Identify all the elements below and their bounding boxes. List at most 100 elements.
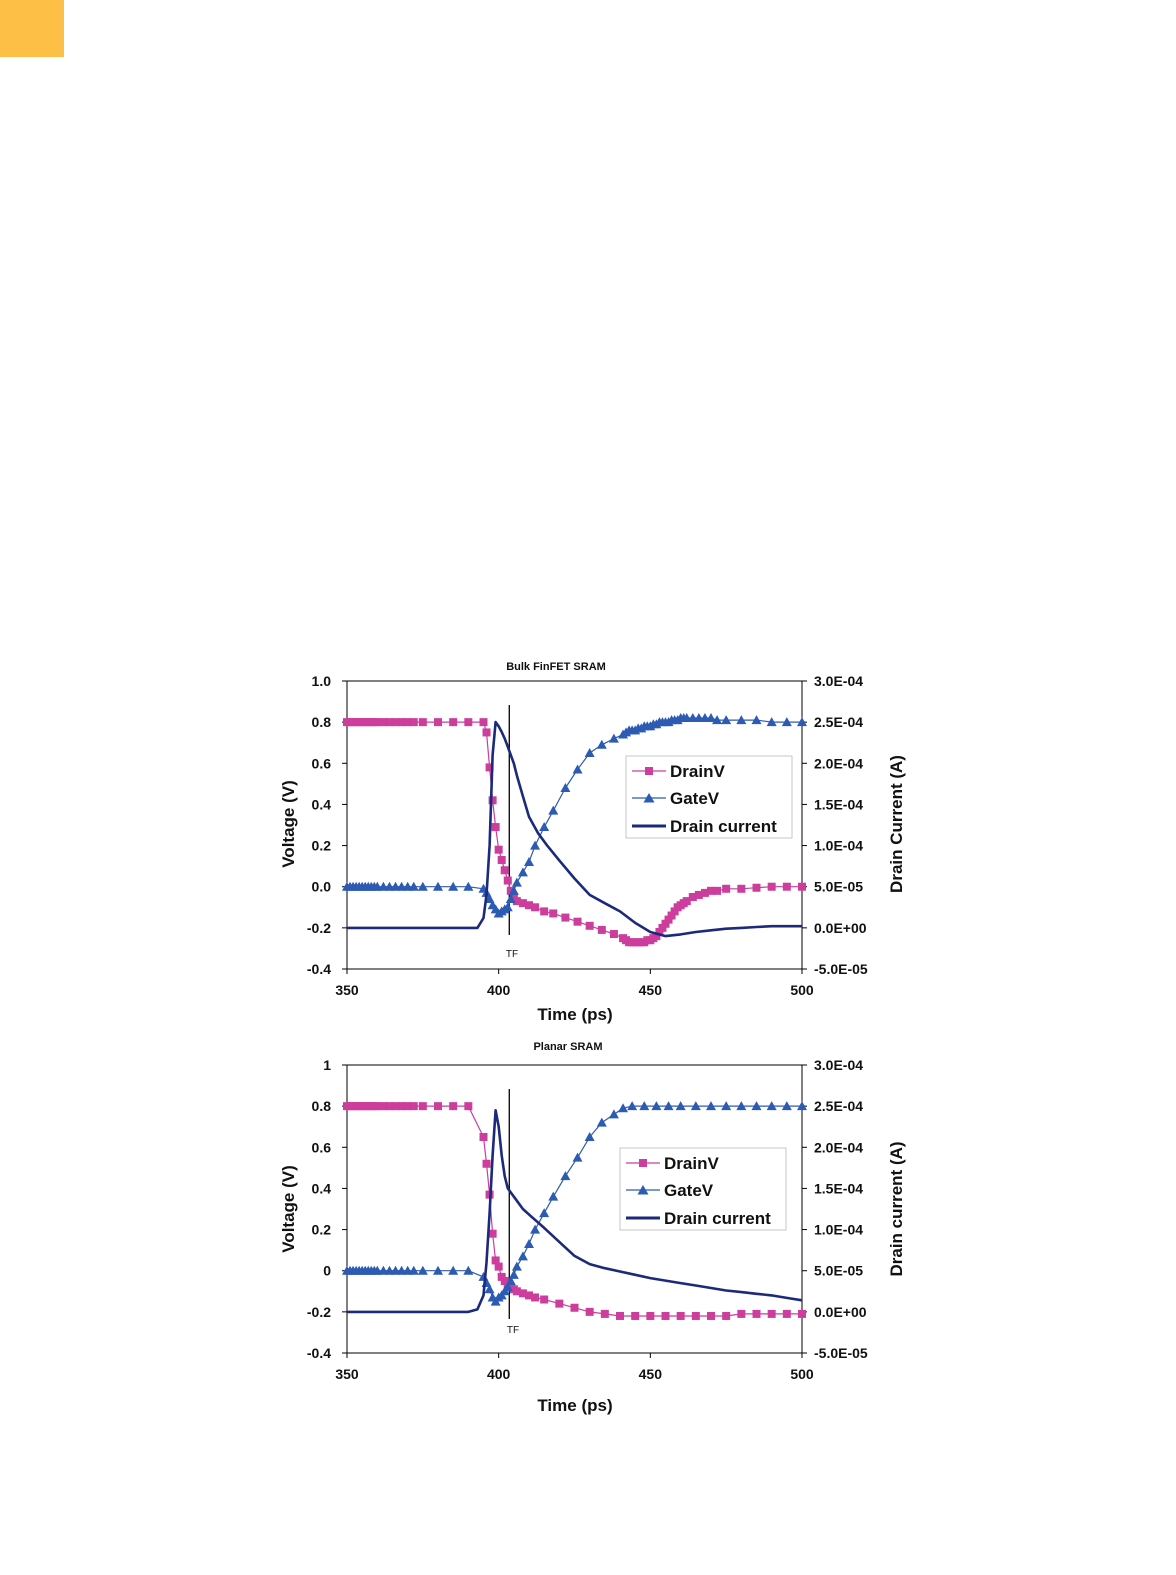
y2-tick-label: 3.0E-04 bbox=[814, 673, 863, 689]
gatev-point bbox=[712, 715, 723, 725]
drainv-point bbox=[646, 1311, 655, 1320]
y-tick-label: 0.0 bbox=[312, 879, 332, 895]
y2-axis-label: Drain Current (A) bbox=[887, 755, 906, 893]
gatev-point bbox=[736, 715, 747, 725]
x-tick-label: 350 bbox=[335, 982, 359, 998]
drainv-point bbox=[661, 1311, 670, 1320]
drainv-point bbox=[497, 1272, 506, 1281]
gatev-point bbox=[508, 1269, 519, 1279]
y-tick-label: -0.2 bbox=[307, 920, 331, 936]
gatev-point bbox=[433, 881, 443, 891]
drainv-point bbox=[782, 882, 791, 891]
drainv-point bbox=[631, 1311, 640, 1320]
gatev-point bbox=[433, 1265, 443, 1275]
drainv-point bbox=[798, 1309, 806, 1318]
gatev-point bbox=[751, 1101, 762, 1111]
gatev-point bbox=[721, 1101, 732, 1111]
legend-gatev-marker bbox=[643, 793, 655, 803]
y2-tick-label: 2.0E-04 bbox=[814, 1139, 863, 1155]
gatev-point bbox=[639, 1101, 650, 1111]
drainv-point bbox=[464, 1102, 473, 1111]
y-tick-label: 0.4 bbox=[312, 1180, 332, 1196]
drainv-point bbox=[667, 911, 676, 920]
drainv-point bbox=[767, 882, 776, 891]
tf-marker-label: TF bbox=[506, 949, 518, 960]
legend: DrainV GateV Drain current bbox=[625, 755, 793, 839]
gatev-point bbox=[766, 717, 777, 727]
gatev-point bbox=[517, 867, 528, 877]
gatev-point bbox=[417, 1265, 428, 1275]
drainv-point bbox=[497, 855, 506, 864]
gatev-point bbox=[448, 881, 459, 891]
series-line-drain-current bbox=[347, 720, 802, 938]
drainv-point bbox=[482, 1159, 491, 1168]
gatev-point bbox=[484, 1284, 495, 1294]
drainv-point bbox=[385, 718, 394, 727]
drainv-point bbox=[464, 718, 473, 727]
legend-drainv-marker bbox=[639, 1159, 647, 1167]
gatev-point bbox=[408, 881, 419, 891]
y-tick-label: 0.4 bbox=[312, 796, 332, 812]
gatev-point bbox=[663, 1101, 674, 1111]
drainv-point bbox=[418, 718, 427, 727]
drainv-point bbox=[597, 925, 606, 934]
plot-frame bbox=[346, 1064, 803, 1354]
drainv-point bbox=[752, 1309, 761, 1318]
legend-box bbox=[619, 1147, 787, 1231]
y2-tick-label: 1.5E-04 bbox=[814, 796, 863, 812]
gatev-point bbox=[508, 885, 519, 895]
gatev-point bbox=[511, 877, 522, 887]
drainv-point bbox=[518, 899, 527, 908]
drainv-point bbox=[798, 882, 806, 891]
drainv-point bbox=[707, 886, 715, 895]
drainv-point bbox=[449, 1102, 458, 1111]
y-tick-label: 1.0 bbox=[312, 673, 332, 689]
drainv-point bbox=[600, 1309, 609, 1318]
gatev-point bbox=[463, 881, 474, 891]
drainv-point bbox=[491, 1256, 500, 1265]
y2-tick-label: -5.0E-05 bbox=[814, 1345, 868, 1361]
gatev-point bbox=[524, 1238, 534, 1248]
drainv-point bbox=[691, 1311, 700, 1320]
gatev-point bbox=[618, 1103, 629, 1113]
drainv-point bbox=[503, 876, 512, 885]
gatev-point bbox=[596, 1117, 607, 1127]
x-tick-label: 350 bbox=[335, 1366, 359, 1382]
y-tick-label: -0.4 bbox=[307, 961, 331, 977]
gatev-point bbox=[560, 1171, 571, 1181]
gatev-point bbox=[721, 715, 732, 725]
y2-axis-label: Drain current (A) bbox=[887, 1141, 906, 1276]
drainv-point bbox=[403, 718, 412, 727]
drainv-point bbox=[494, 1262, 503, 1271]
y2-tick-label: 5.0E-05 bbox=[814, 1263, 863, 1279]
drainv-point bbox=[494, 845, 503, 854]
drainv-point bbox=[737, 884, 746, 893]
legend-drainv-label: DrainV bbox=[670, 762, 725, 781]
x-tick-label: 450 bbox=[639, 1366, 663, 1382]
x-tick-label: 450 bbox=[639, 982, 663, 998]
drainv-point bbox=[512, 1287, 521, 1296]
gatev-point bbox=[797, 717, 807, 727]
drainv-point bbox=[449, 718, 458, 727]
drainv-point bbox=[409, 1102, 418, 1111]
gatev-point bbox=[539, 822, 550, 832]
gatev-point bbox=[417, 881, 428, 891]
drainv-point bbox=[688, 893, 697, 901]
gatev-point bbox=[627, 1101, 638, 1111]
gatev-point bbox=[596, 739, 607, 749]
drainv-point bbox=[418, 1102, 427, 1111]
drainv-point bbox=[700, 888, 709, 897]
legend: DrainV GateV Drain current bbox=[619, 1147, 787, 1231]
drainv-point bbox=[531, 903, 540, 912]
y-tick-label: 0.6 bbox=[312, 755, 332, 771]
drainv-point bbox=[661, 919, 670, 928]
drainv-point bbox=[549, 909, 558, 918]
tf-marker-label: TF bbox=[507, 1325, 519, 1336]
drainv-point bbox=[479, 1133, 488, 1141]
x-tick-label: 400 bbox=[487, 982, 511, 998]
gatev-point bbox=[448, 1265, 459, 1275]
gatev-point bbox=[675, 1101, 686, 1111]
gatev-point bbox=[572, 764, 583, 774]
drainv-point bbox=[752, 883, 761, 892]
